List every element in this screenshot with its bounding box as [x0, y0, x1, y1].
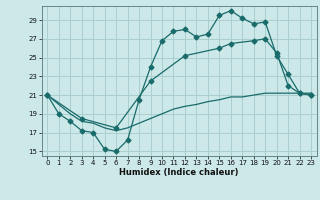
X-axis label: Humidex (Indice chaleur): Humidex (Indice chaleur): [119, 168, 239, 177]
